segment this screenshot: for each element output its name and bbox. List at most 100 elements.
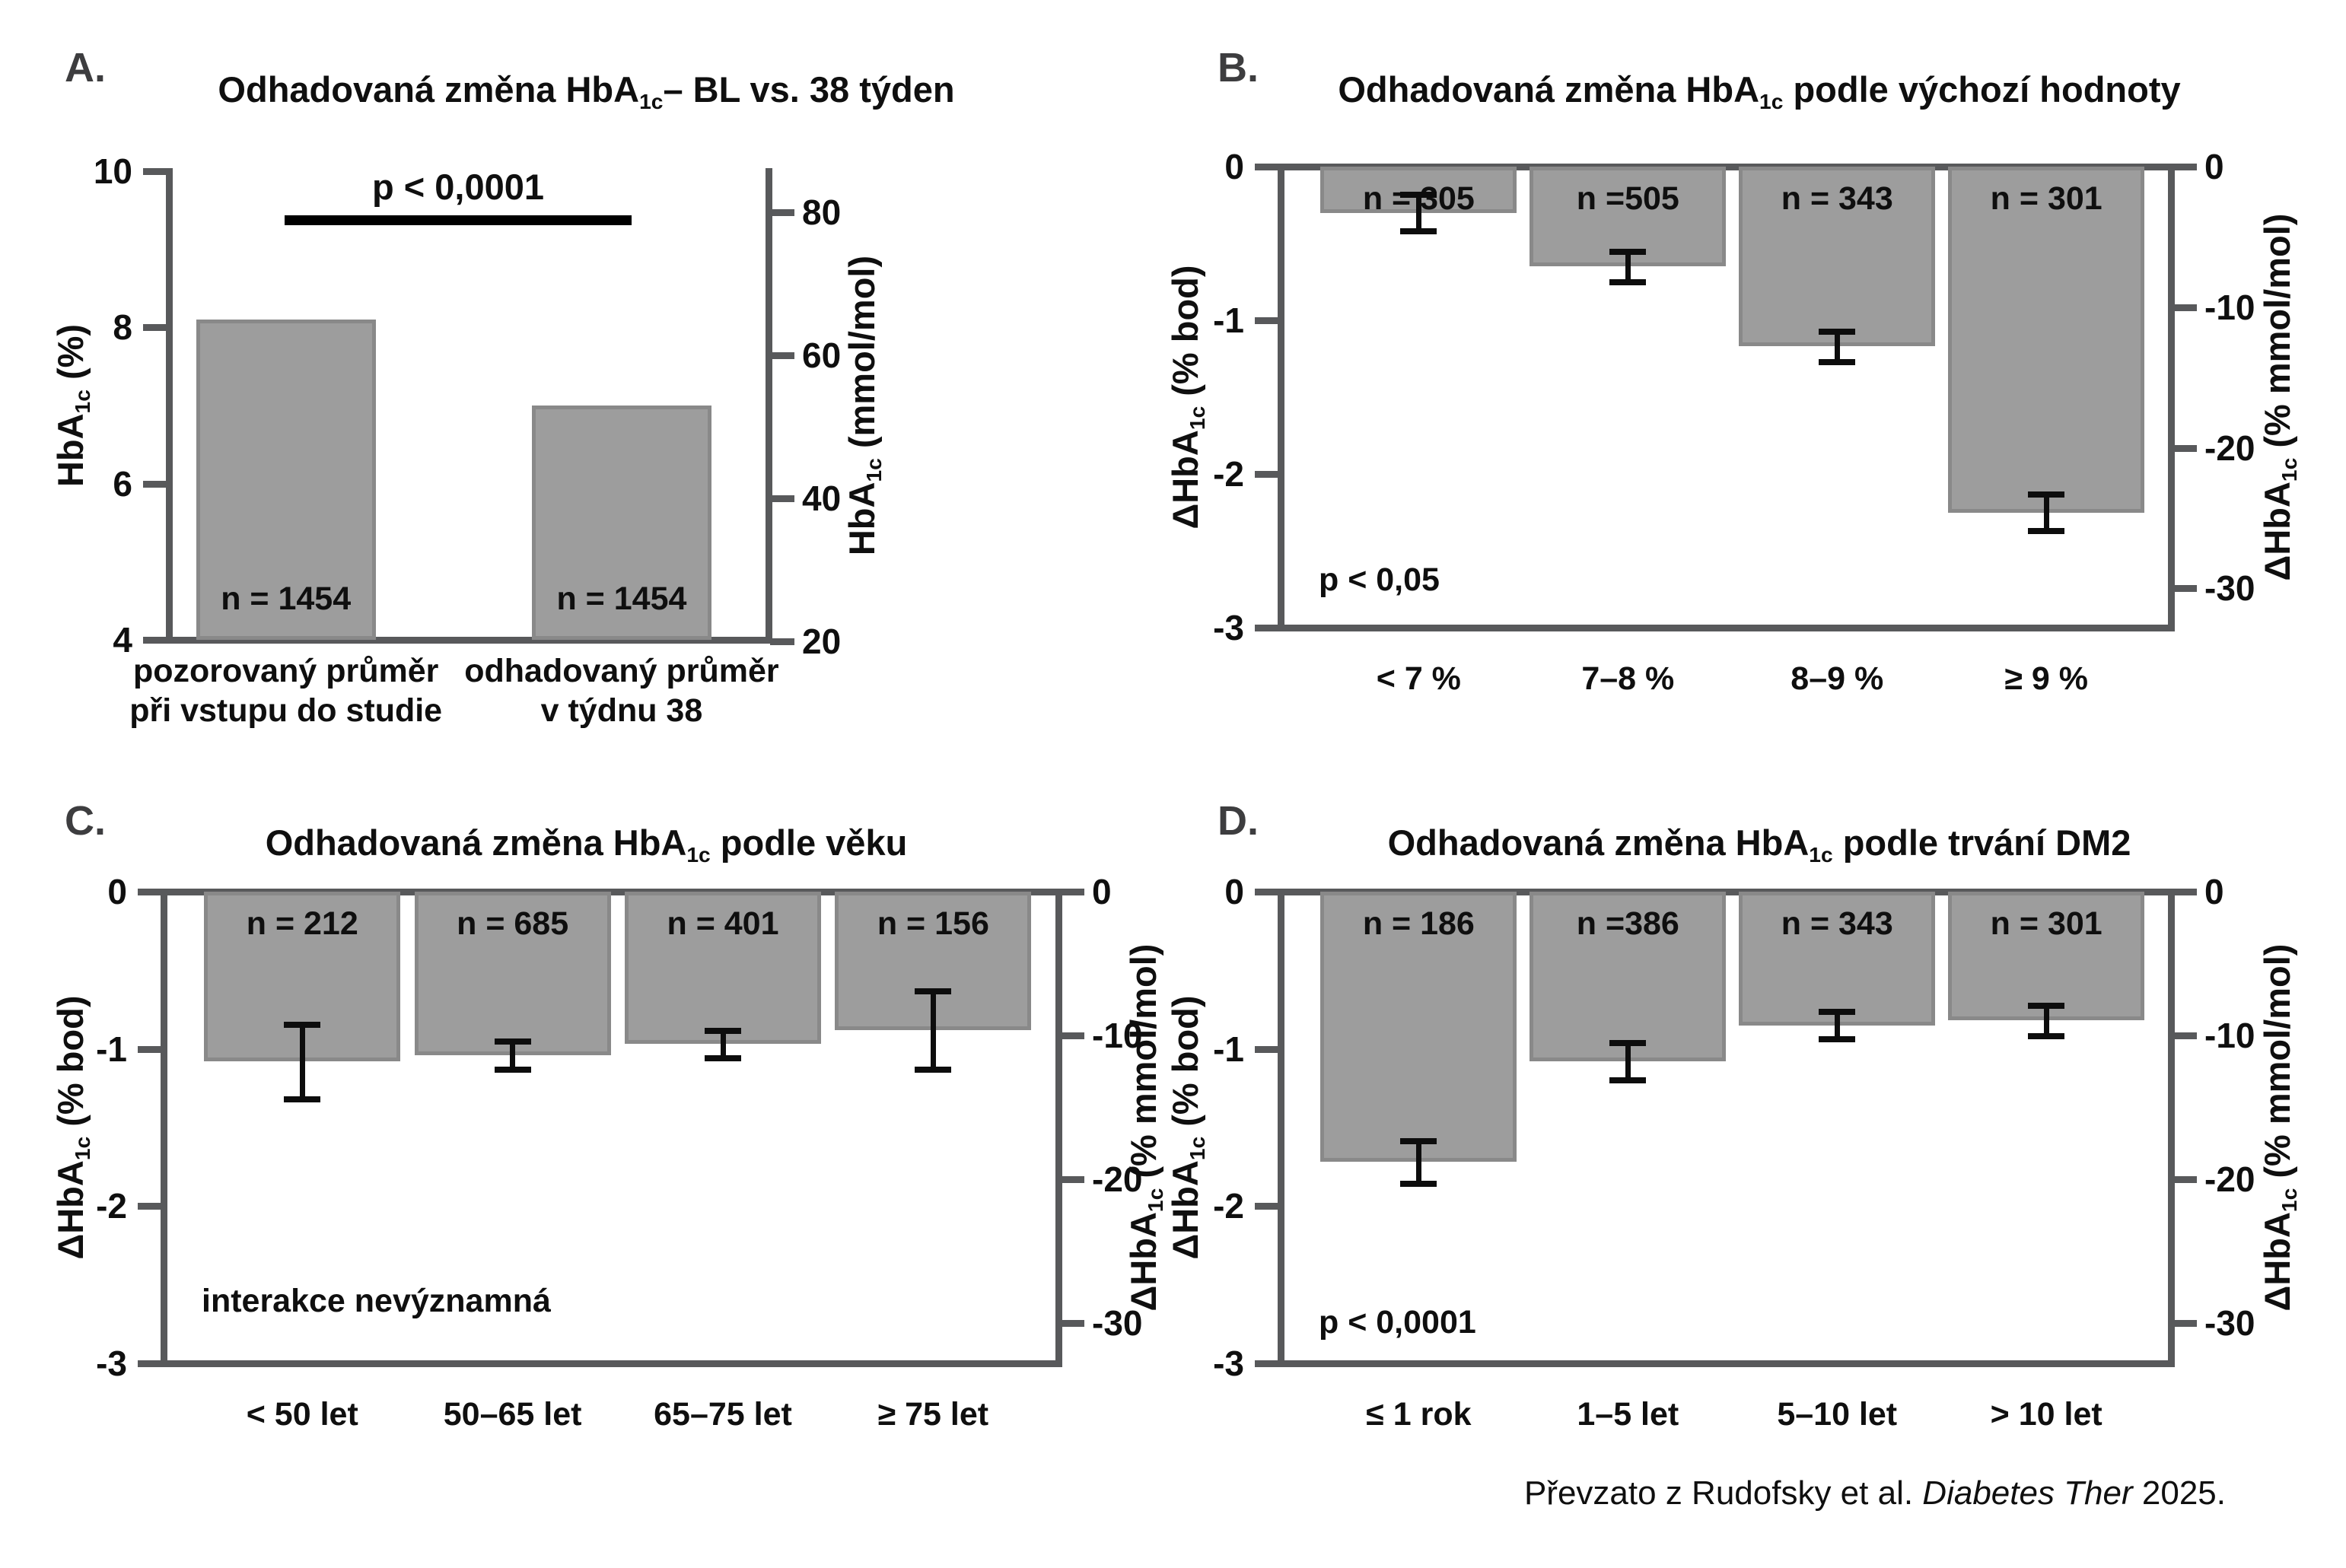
bar: [1948, 167, 2145, 513]
panel-title: Odhadovaná změna HbA1c– BL vs. 38 týden: [0, 68, 1173, 114]
y-right-tick: [2173, 889, 2197, 895]
y-axis-right: [766, 168, 772, 644]
y-left-tick-label: -3: [1213, 1344, 1244, 1383]
panel-letter: B.: [1218, 45, 1259, 91]
subscript: 1c: [639, 89, 664, 114]
y-left-tick-label: 10: [93, 151, 132, 191]
x-category-line: pozorovaný průměr: [132, 653, 439, 689]
y-right-tick-label: -10: [1092, 1016, 1143, 1056]
y-right-tick: [1060, 1032, 1084, 1040]
y-left-tick-label: 0: [107, 872, 127, 911]
y-right-tick: [770, 638, 794, 646]
y-axis-right: [1055, 889, 1062, 1367]
y-left-tick: [1255, 625, 1279, 631]
y-axis-left: [161, 889, 167, 1367]
x-category-line: 50–65 let: [443, 1396, 582, 1433]
y-axis-right: [2168, 889, 2175, 1367]
x-category-label: ≥ 75 let: [682, 1395, 1184, 1434]
y-left-tick: [1255, 164, 1279, 170]
y-right-tick: [2173, 1176, 2197, 1184]
n-label: n = 301: [1990, 180, 2102, 217]
y-right-tick: [2173, 164, 2197, 170]
error-bar-line: [1415, 194, 1421, 231]
y-axis-left: [166, 168, 173, 644]
error-bar-line: [1415, 1140, 1421, 1185]
y-right-tick: [2173, 444, 2197, 452]
subscript: 1c: [1185, 1136, 1210, 1161]
bar: [1530, 892, 1727, 1062]
y-right-tick: [2173, 1320, 2197, 1328]
subscript: 1c: [686, 842, 711, 867]
n-label: n =505: [1576, 180, 1679, 217]
source-note-journal: Diabetes Ther: [1922, 1474, 2133, 1512]
y-right-tick-label: -10: [2204, 1016, 2255, 1056]
y-left-tick: [138, 889, 162, 895]
error-bar-cap-bottom: [915, 1066, 952, 1073]
x-category-line: 8–9 %: [1791, 660, 1884, 697]
subscript: 1c: [1809, 842, 1833, 867]
n-label: n = 685: [457, 905, 569, 942]
y-left-tick: [143, 324, 167, 332]
error-bar-line: [299, 1023, 305, 1099]
y-left-tick-label: -1: [1213, 1029, 1244, 1069]
text-segment: ΔHbA: [2256, 1212, 2297, 1312]
x-category-label: 7–8 %: [1377, 659, 1879, 698]
n-label: n = 301: [1990, 905, 2102, 942]
x-category-label: < 50 let: [51, 1395, 553, 1434]
y-right-tick: [1060, 1320, 1084, 1328]
x-axis-bottom: [1278, 625, 2175, 631]
error-bar-cap-bottom: [2028, 1033, 2065, 1040]
y-left-tick-label: 0: [1224, 872, 1244, 911]
x-category-label: < 7 %: [1167, 659, 1670, 698]
y-left-tick: [138, 1045, 162, 1053]
error-bar-cap-bottom: [1400, 1181, 1437, 1188]
x-category-label: 8–9 %: [1586, 659, 2088, 698]
y-left-tick: [1255, 889, 1279, 895]
x-category-label: 65–75 let: [472, 1395, 974, 1434]
error-bar-cap-top: [284, 1021, 321, 1028]
error-bar-cap-bottom: [1819, 1036, 1856, 1043]
panel-letter: A.: [65, 45, 106, 91]
error-bar-line: [1834, 331, 1840, 362]
error-bar-line: [720, 1029, 726, 1059]
x-axis-top: [161, 889, 1062, 895]
x-category-line: ≥ 75 let: [877, 1396, 989, 1433]
x-category-line: > 10 let: [1990, 1396, 2102, 1433]
error-bar-cap-bottom: [284, 1096, 321, 1102]
y-left-tick-label: -2: [1213, 454, 1244, 494]
text-segment: Odhadovaná změna HbA: [1387, 822, 1810, 863]
significance-text: p < 0,0001: [371, 167, 545, 207]
y-right-tick: [1060, 889, 1084, 895]
bar: [1320, 892, 1517, 1162]
y-right-tick-label: -20: [2204, 1159, 2255, 1200]
y-right-tick: [770, 209, 794, 217]
x-category-label: ≥ 9 %: [1795, 659, 2297, 698]
y-right-tick: [770, 352, 794, 360]
y-right-tick-label: 80: [802, 192, 842, 233]
y-left-tick-label: -1: [1213, 301, 1244, 340]
bar: [196, 320, 376, 640]
y-left-tick-label: -2: [96, 1186, 127, 1226]
annotation: p < 0,0001: [1319, 1304, 1476, 1341]
x-category-label: odhadovaný průměr v týdnu 38: [371, 651, 873, 730]
panel-title: Odhadovaná změna HbA1c podle věku: [0, 822, 1173, 867]
bar: [1739, 892, 1936, 1026]
bar: [1948, 892, 2145, 1021]
error-bar-cap-bottom: [705, 1055, 741, 1062]
subscript: 1c: [2277, 1188, 2302, 1213]
y-axis-left: [1278, 164, 1284, 631]
error-bar-cap-top: [915, 988, 952, 995]
y-axis-label-left: ΔHbA1c (% bod): [1164, 995, 1210, 1259]
y-right-tick-label: 0: [2204, 147, 2224, 186]
y-left-tick-label: 4: [113, 620, 132, 660]
error-bar-cap-top: [1400, 1137, 1437, 1144]
x-category-line: 65–75 let: [654, 1396, 792, 1433]
y-left-tick: [1255, 317, 1279, 324]
x-category-line: ≥ 9 %: [2004, 660, 2089, 697]
error-bar-cap-bottom: [1609, 278, 1647, 285]
text-segment: podle trvání DM2: [1832, 822, 2131, 863]
